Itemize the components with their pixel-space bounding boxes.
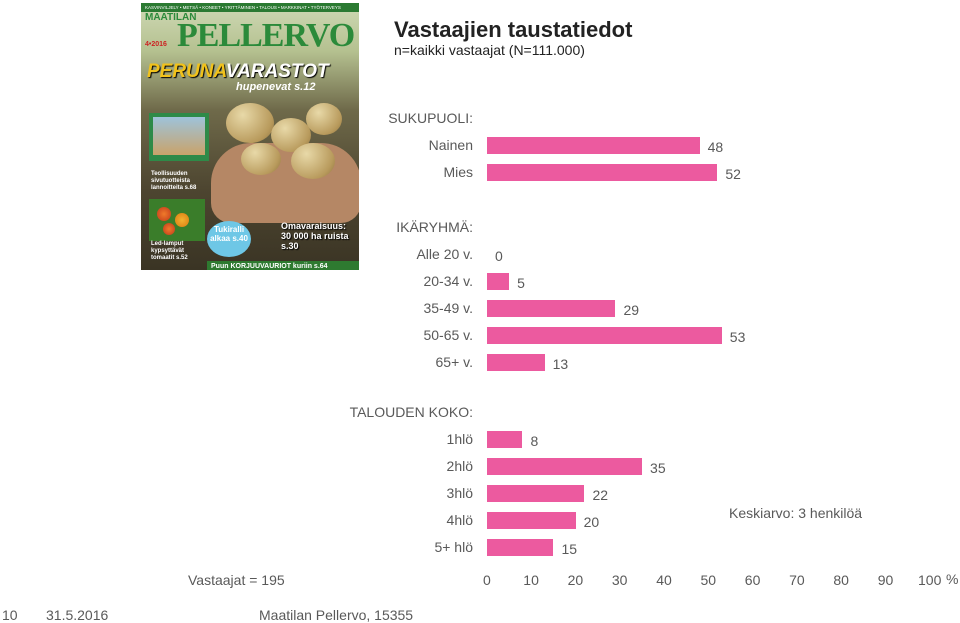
x-tick-label: 30: [611, 572, 628, 588]
bar-value-label: 35: [650, 460, 666, 476]
category-label: 20-34 v.: [423, 273, 473, 289]
category-label: 4hlö: [446, 512, 473, 528]
bar-value-label: 48: [707, 139, 724, 155]
bar-value-label: 8: [530, 433, 539, 449]
bar-value-label: 29: [623, 302, 640, 318]
category-label: Alle 20 v.: [416, 246, 473, 262]
category-label: Mies: [443, 164, 473, 180]
category-label: 1hlö: [446, 431, 473, 447]
bar-value-label: 5: [517, 275, 525, 291]
x-tick-label: 0: [483, 572, 491, 588]
cover-issue: 4•2016: [145, 41, 167, 48]
bar: [487, 484, 585, 502]
potato-shape: [306, 103, 342, 135]
x-tick-label: 20: [567, 572, 584, 588]
page-subtitle: n=kaikki vastaajat (N=111.000): [394, 42, 585, 58]
x-tick-label: 40: [656, 572, 672, 588]
bar: [487, 136, 700, 154]
bar-value-label: 52: [725, 166, 741, 182]
footer-date: 31.5.2016: [46, 607, 109, 623]
x-tick-label: 60: [744, 572, 761, 588]
bar: [487, 326, 722, 344]
category-label: 50-65 v.: [423, 327, 473, 343]
bar-value-label: 0: [495, 248, 503, 264]
bar: [487, 430, 523, 448]
cover-inset-photo-1: [149, 113, 209, 161]
bar-value-label: 20: [583, 514, 600, 530]
cover-teaser-1: Teollisuuden sivutuotteista lannoitteita…: [151, 171, 197, 191]
bar: [487, 353, 545, 371]
cover-inset-photo-2: [149, 199, 205, 241]
x-tick-label: 80: [833, 572, 849, 588]
category-label: Nainen: [428, 137, 473, 153]
category-label: 35-49 v.: [423, 300, 473, 316]
potato-shape: [241, 143, 281, 175]
bar: [487, 163, 718, 181]
x-tick-label: 50: [700, 572, 717, 588]
category-label: 2hlö: [446, 458, 473, 474]
cover-masthead-small: MAATILAN: [145, 12, 197, 23]
x-tick-label: 70: [789, 572, 805, 588]
group-label: TALOUDEN KOKO:: [349, 404, 473, 420]
cover-headline: PERUNAVARASTOT: [147, 61, 329, 82]
group-label: IKÄRYHMÄ:: [396, 219, 473, 235]
cover-bottom-strip: Puun KORJUUVAURIOT kuriin s.64: [207, 261, 359, 270]
group-label: SUKUPUOLI:: [388, 110, 473, 126]
bar: [487, 299, 616, 317]
bar-value-label: 15: [561, 541, 578, 557]
mean-note: Keskiarvo: 3 henkilöä: [729, 505, 863, 521]
x-axis-unit: %: [946, 571, 959, 587]
x-tick-label: 10: [523, 572, 539, 588]
x-tick-label: 100: [918, 572, 942, 588]
bar-value-label: 13: [552, 356, 569, 372]
bar: [487, 272, 510, 290]
category-label: 65+ v.: [435, 354, 474, 370]
bar: [487, 457, 643, 475]
page-title: Vastaajien taustatiedot: [394, 17, 633, 42]
cover-bubble: Tukiralli alkaa s.40: [207, 221, 251, 257]
potato-shape: [226, 103, 274, 143]
cover-teaser-2: Led-lamput kypsyttävät tomaatit s.52: [151, 241, 188, 261]
footer-source: Maatilan Pellervo, 15355: [259, 607, 414, 623]
bar-value-label: 22: [592, 487, 609, 503]
potato-shape: [291, 143, 335, 179]
cover-topbar: KASVINVILJELY • METSÄ • KONEET • YRITTÄM…: [141, 3, 359, 12]
bar: [487, 538, 554, 556]
bar-value-label: 53: [729, 329, 746, 345]
cover-teaser-3: Omavaraisuus: 30 000 ha ruista s.30: [281, 221, 349, 251]
footer-page-number: 10: [2, 607, 18, 623]
respondent-count: Vastaajat = 195: [188, 572, 285, 588]
bar: [487, 511, 576, 529]
category-label: 3hlö: [446, 485, 473, 501]
x-tick-label: 90: [877, 572, 894, 588]
magazine-cover-image: KASVINVILJELY • METSÄ • KONEET • YRITTÄM…: [141, 3, 359, 270]
cover-headline-2: hupenevat s.12: [236, 81, 316, 93]
category-label: 5+ hlö: [434, 539, 473, 555]
cover-masthead: PELLERVO: [177, 17, 355, 54]
